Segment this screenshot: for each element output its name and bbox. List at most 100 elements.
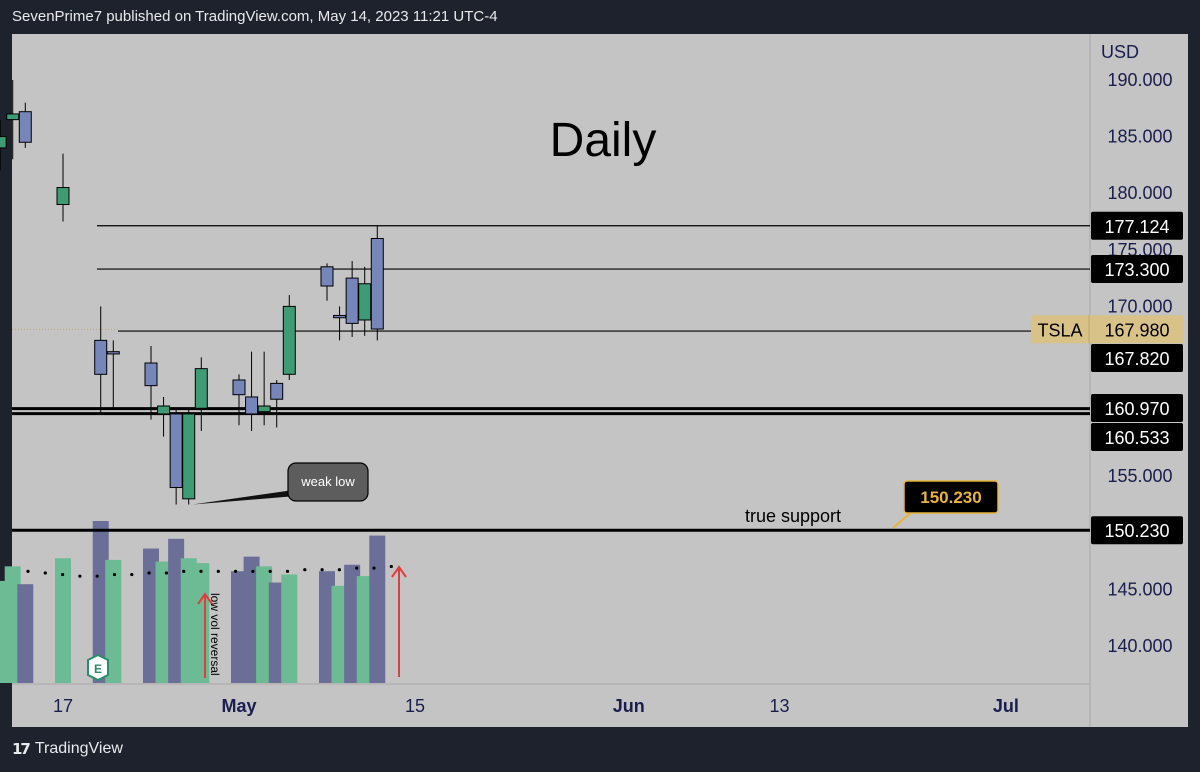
volume-bar [356, 576, 373, 683]
volume-ma-dot [199, 569, 203, 573]
volume-ma-dot [285, 569, 290, 573]
volume-bar [92, 521, 109, 683]
candle-body[interactable] [106, 351, 120, 355]
volume-bar [168, 538, 185, 683]
volume-bar [193, 563, 210, 683]
volume-ma-dot [234, 569, 238, 573]
volume-bar [256, 566, 273, 683]
earnings-label: E [94, 662, 102, 676]
tradingview-logo-icon: 𝟭𝟳 [12, 741, 31, 758]
y-tick-label: 170.000 [1107, 296, 1172, 316]
volume-bar [143, 548, 159, 683]
volume-ma-dot [337, 568, 341, 572]
low-vol-arrow-icon-head [197, 592, 213, 605]
current-price-value: 167.980 [1104, 320, 1169, 340]
chart-title: Daily [550, 114, 657, 167]
price-level-tag[interactable] [1091, 516, 1183, 545]
price-level-tag-text: 167.820 [1104, 349, 1169, 369]
volume-bar [243, 556, 260, 683]
volume-ma-dot [95, 574, 99, 578]
candle-body[interactable] [144, 362, 158, 387]
volume-ma-dot [303, 568, 307, 572]
volume-ma-dot [112, 572, 117, 577]
volume-ma-dot [26, 569, 30, 573]
x-tick-label: 15 [405, 696, 425, 716]
candle-body[interactable] [245, 396, 259, 415]
candle-body[interactable] [333, 314, 347, 319]
volume-ma-dot [355, 566, 359, 570]
reversal-arrow-icon-head [391, 565, 407, 578]
currency-label: USD [1101, 42, 1139, 62]
candle-body[interactable] [169, 413, 183, 489]
price-level-tag[interactable] [1091, 423, 1183, 451]
candle-body[interactable] [370, 237, 384, 330]
volume-bar [231, 571, 247, 683]
price-level-tag[interactable] [1091, 394, 1183, 422]
volume-bar [55, 558, 71, 683]
candle-body[interactable] [18, 111, 32, 143]
weak-low-callout[interactable] [287, 462, 369, 502]
tradingview-brand[interactable]: 𝟭𝟳 TradingView [12, 740, 123, 758]
volume-bar [17, 584, 34, 683]
volume-ma-dot [43, 571, 47, 575]
volume-ma-dot [251, 569, 255, 573]
volume-bar [268, 582, 285, 683]
volume-bar [319, 571, 335, 683]
volume-ma-dot [182, 569, 186, 573]
price-level-tag-text: 150.230 [1104, 521, 1169, 541]
x-tick-label: 17 [53, 696, 73, 716]
y-tick-label: 190.000 [1107, 70, 1172, 90]
price-level-tag[interactable] [1091, 211, 1183, 240]
current-price-tag[interactable] [1031, 315, 1183, 344]
volume-ma-dot [389, 564, 393, 569]
candle-body[interactable] [157, 405, 171, 415]
x-tick-label: 13 [770, 696, 790, 716]
volume-ma-dot [78, 574, 82, 578]
candle-body[interactable] [56, 187, 70, 206]
y-tick-label: 145.000 [1107, 579, 1172, 599]
y-tick-label: 175.000 [1107, 240, 1172, 260]
candle-body[interactable] [6, 113, 20, 121]
y-tick-label: 155.000 [1107, 466, 1172, 486]
support-callout-pointer [892, 510, 914, 529]
candle-body[interactable] [270, 382, 284, 400]
candle-body[interactable] [345, 277, 359, 324]
volume-bar [281, 574, 298, 683]
candle-body[interactable] [194, 368, 208, 409]
earnings-icon[interactable] [87, 653, 109, 682]
price-level-tag-text: 173.300 [1104, 260, 1169, 280]
volume-ma-dot [164, 571, 168, 575]
weak-low-label: weak low [300, 474, 355, 489]
candle-body[interactable] [320, 266, 334, 287]
candle-body[interactable] [232, 379, 246, 396]
candle-body[interactable] [0, 136, 7, 149]
support-callout-value: 150.230 [920, 488, 981, 507]
price-level-tag[interactable] [1091, 344, 1183, 372]
volume-bar [331, 585, 348, 683]
price-level-tag-text: 160.970 [1104, 399, 1169, 419]
x-tick-label: May [221, 696, 256, 716]
volume-ma-dot [130, 572, 134, 577]
support-callout-box[interactable] [903, 480, 999, 514]
volume-bar [4, 566, 21, 683]
weak-low-pointer [192, 490, 290, 505]
volume-ma-dot [268, 569, 272, 573]
volume-ma-dot [372, 566, 376, 570]
volume-bar [369, 535, 386, 683]
candle-body[interactable] [257, 405, 271, 413]
volume-bar [0, 580, 9, 683]
candle-body[interactable] [282, 305, 296, 375]
candle-body[interactable] [182, 413, 196, 500]
candle-body[interactable] [358, 283, 372, 321]
price-level-tag[interactable] [1091, 255, 1183, 284]
candle-body[interactable] [94, 339, 108, 375]
volume-bar [155, 561, 172, 683]
current-price-symbol: TSLA [1037, 320, 1082, 340]
x-tick-label: Jul [993, 696, 1019, 716]
volume-bar [180, 558, 197, 683]
volume-ma-dot [147, 571, 151, 575]
brand-name: TradingView [34, 740, 123, 757]
volume-bar [344, 564, 361, 683]
volume-ma-dot [61, 572, 65, 577]
